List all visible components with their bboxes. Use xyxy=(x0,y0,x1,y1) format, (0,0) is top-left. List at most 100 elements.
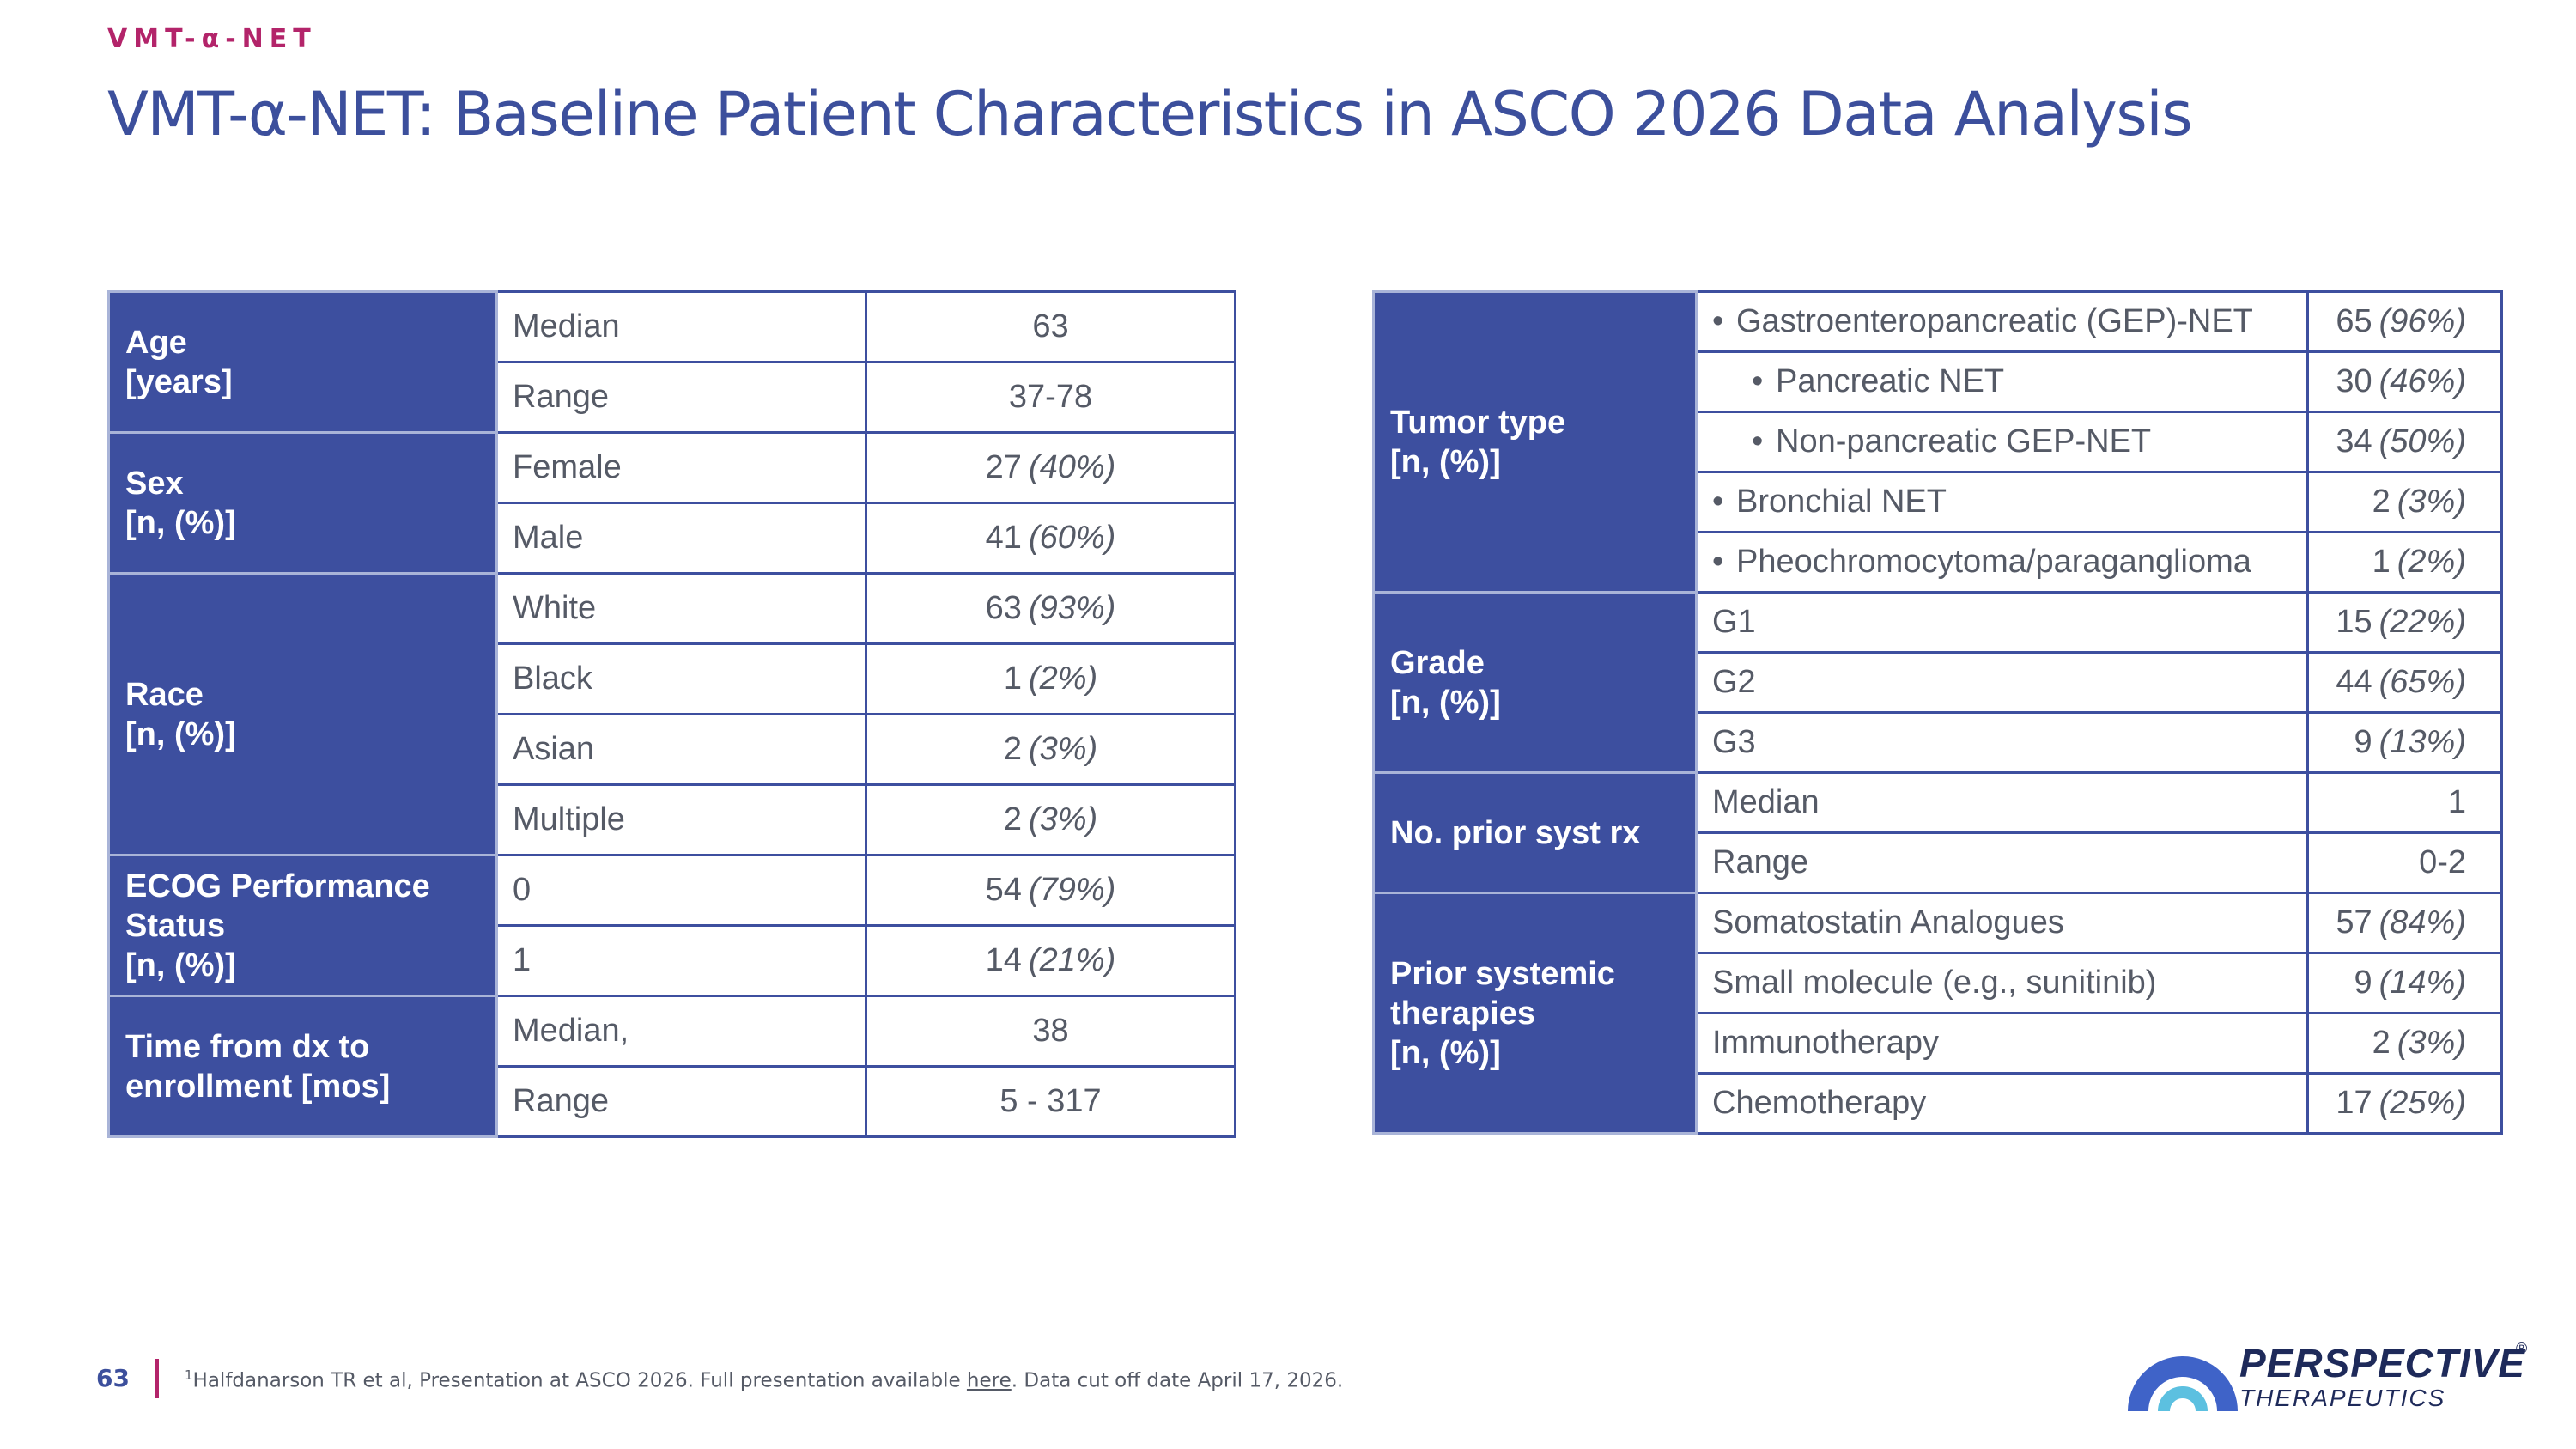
row-label: Median, xyxy=(495,995,867,1068)
value-percent: (13%) xyxy=(2379,724,2466,760)
table-row: Age [years] Median 63 xyxy=(107,290,1236,434)
row-group-header: Grade [n, (%)] xyxy=(1372,591,1698,774)
row-label: 1 xyxy=(495,924,867,997)
value-percent: (3%) xyxy=(2397,1025,2466,1061)
value-number: 2 xyxy=(2372,1025,2391,1061)
value-number: 2 xyxy=(1003,731,1022,767)
table-row: ECOG Performance Status [n, (%)] 0 54 (79%) xyxy=(107,854,1236,997)
value-percent: (93%) xyxy=(1028,590,1116,626)
row-label-text: 1 xyxy=(513,942,532,978)
row-label: Range xyxy=(495,361,867,434)
logo-subtitle: THERAPEUTICS xyxy=(2239,1385,2446,1411)
row-label-text: Range xyxy=(513,1083,609,1119)
row-label: G1 xyxy=(1695,591,2309,654)
row-value: 65 (96%) xyxy=(2306,290,2503,353)
row-label-text: G3 xyxy=(1712,724,1756,760)
row-label: Asian xyxy=(495,713,867,786)
row-label: 0 xyxy=(495,854,867,927)
row-label-text: Median xyxy=(1712,784,1820,820)
row-label: Male xyxy=(495,502,867,575)
value-percent: (25%) xyxy=(2379,1085,2466,1121)
page-title: VMT-α-NET: Baseline Patient Characterist… xyxy=(107,79,2193,149)
value-percent: (50%) xyxy=(2379,423,2466,460)
table-row: Grade [n, (%)] G1 15 (22%) xyxy=(1372,591,2503,774)
page-number: 63 xyxy=(96,1364,130,1392)
table-row: Range 37-78 xyxy=(109,361,1236,434)
row-label-text: 0 xyxy=(513,872,532,908)
footnote-link[interactable]: here xyxy=(966,1369,1012,1392)
row-value: 30 (46%) xyxy=(2306,350,2503,413)
value-number: 30 xyxy=(2336,363,2372,399)
row-label-text: Male xyxy=(513,520,584,556)
value-number: 1 xyxy=(2447,784,2466,820)
row-group-header: Sex [n, (%)] xyxy=(107,431,498,575)
row-label-text: White xyxy=(513,590,597,626)
value-number: 9 xyxy=(2354,724,2372,760)
row-group-header: Race [n, (%)] xyxy=(107,572,498,856)
row-label-text: Female xyxy=(513,449,622,485)
value-number: 2 xyxy=(2372,484,2391,520)
table-row: Black 1 (2%) xyxy=(109,642,1236,715)
footer-divider xyxy=(155,1359,159,1398)
row-label: Range xyxy=(495,1065,867,1138)
row-label-text: Small molecule (e.g., sunitinib) xyxy=(1712,965,2157,1001)
row-value: 57 (84%) xyxy=(2306,892,2503,954)
table-row: Asian 2 (3%) xyxy=(109,713,1236,786)
row-label-text: Somatostatin Analogues xyxy=(1712,904,2064,941)
value-number: 1 xyxy=(1003,661,1022,697)
row-value: 14 (21%) xyxy=(865,924,1236,997)
row-label: Range xyxy=(1695,831,2309,894)
value-number: 41 xyxy=(985,520,1022,556)
table-row: Tumor type [n, (%)] • Gastroenteropancreati… xyxy=(1372,290,2503,594)
bullet-icon: • xyxy=(1712,303,1724,339)
footnote-text-end: . Data cut off date April 17, 2026. xyxy=(1011,1369,1344,1392)
baseline-table-left: Age [years] Median 63 Range 37-78 Sex [n, (%)] F… xyxy=(107,290,1236,1138)
value-number: 38 xyxy=(1032,1013,1069,1049)
table-row: Range 5 - 317 xyxy=(109,1065,1236,1138)
row-value: 37-78 xyxy=(865,361,1236,434)
row-value: 2 (3%) xyxy=(2306,471,2503,533)
value-number: 54 xyxy=(985,872,1022,908)
perspective-logo-icon xyxy=(2128,1356,2238,1412)
row-label-text: Bronchial NET xyxy=(1736,484,1947,520)
logo-name: PERSPECTIVE xyxy=(2239,1341,2526,1385)
value-number: 15 xyxy=(2336,604,2372,640)
row-value: 41 (60%) xyxy=(865,502,1236,575)
row-label-text: Pancreatic NET xyxy=(1776,363,2005,399)
row-value: 15 (22%) xyxy=(2306,591,2503,654)
value-number: 9 xyxy=(2354,965,2372,1001)
value-percent: (60%) xyxy=(1028,520,1116,556)
table-row: • Pheochromocytoma/paraganglioma 1 (2%) xyxy=(1374,531,2503,594)
row-label-text: Non-pancreatic GEP-NET xyxy=(1776,423,2152,460)
row-value: 63 xyxy=(865,290,1236,363)
footnote-marker: 1 xyxy=(185,1367,193,1383)
table-row: Immunotherapy 2 (3%) xyxy=(1374,1012,2503,1075)
row-label: • Bronchial NET xyxy=(1695,471,2309,533)
logo-trademark: ® xyxy=(2516,1340,2528,1357)
row-label: Multiple xyxy=(495,783,867,856)
bullet-icon: • xyxy=(1712,484,1724,520)
value-percent: (22%) xyxy=(2379,604,2466,640)
row-group-header: No. prior syst rx xyxy=(1372,771,1698,894)
table-row: • Non-pancreatic GEP-NET 34 (50%) xyxy=(1374,411,2503,473)
value-percent: (84%) xyxy=(2379,904,2466,941)
value-number: 5 - 317 xyxy=(999,1083,1102,1119)
value-percent: (65%) xyxy=(2379,664,2466,700)
value-percent: (3%) xyxy=(1028,801,1098,837)
row-label-text: Pheochromocytoma/paraganglioma xyxy=(1736,544,2251,580)
row-label: White xyxy=(495,572,867,645)
row-label-text: Immunotherapy xyxy=(1712,1025,1940,1061)
row-label-text: Multiple xyxy=(513,801,625,837)
value-number: 57 xyxy=(2336,904,2372,941)
row-group-header: Tumor type [n, (%)] xyxy=(1372,290,1698,594)
row-group-header: Prior systemic therapies [n, (%)] xyxy=(1372,892,1698,1135)
section-label: VMT-α-NET xyxy=(107,24,317,54)
bullet-icon: • xyxy=(1752,363,1764,399)
row-label: • Pancreatic NET xyxy=(1695,350,2309,413)
row-label-text: Median, xyxy=(513,1013,629,1049)
row-value: 38 xyxy=(865,995,1236,1068)
row-label: Small molecule (e.g., sunitinib) xyxy=(1695,952,2309,1014)
row-value: 63 (93%) xyxy=(865,572,1236,645)
row-label: Black xyxy=(495,642,867,715)
table-row: • Pancreatic NET 30 (46%) xyxy=(1374,350,2503,413)
